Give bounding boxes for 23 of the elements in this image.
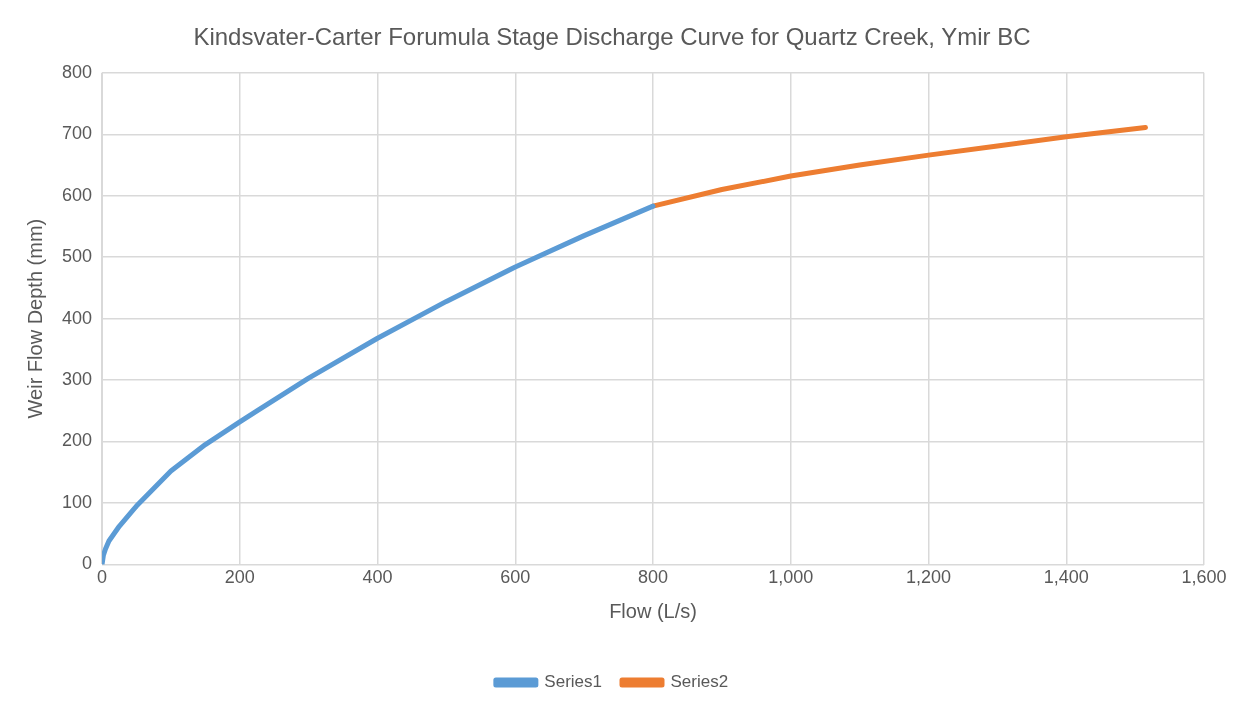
- x-tick-label: 600: [500, 567, 531, 588]
- y-axis-title: Weir Flow Depth (mm): [23, 218, 46, 419]
- y-tick-label: 600: [61, 184, 93, 205]
- x-tick-label: 1,600: [1181, 567, 1227, 588]
- x-axis-title: Flow (L/s): [609, 599, 697, 622]
- x-tick-label: 400: [362, 567, 393, 588]
- y-tick-label: 0: [82, 553, 93, 574]
- y-tick-label: 300: [61, 369, 93, 390]
- x-tick-label: 1,400: [1043, 567, 1089, 588]
- x-tick-label: 1,200: [905, 567, 952, 588]
- x-tick-label: 1,000: [768, 567, 814, 588]
- y-tick-label: 100: [61, 491, 93, 512]
- y-tick-label: 200: [61, 430, 93, 451]
- y-tick-label: 800: [61, 61, 93, 82]
- x-tick-label: 200: [224, 567, 255, 588]
- legend-label: Series2: [670, 672, 729, 692]
- y-tick-label: 700: [61, 123, 93, 144]
- x-tick-label: 800: [637, 567, 669, 588]
- y-tick-label: 400: [61, 307, 93, 328]
- y-tick-label: 500: [61, 246, 93, 267]
- legend-label: Series1: [544, 672, 602, 692]
- x-tick-label: 0: [97, 567, 108, 588]
- chart-title: Kindsvater-Carter Forumula Stage Discharge Curve for Quartz Creek, Ymir BC: [193, 23, 1031, 51]
